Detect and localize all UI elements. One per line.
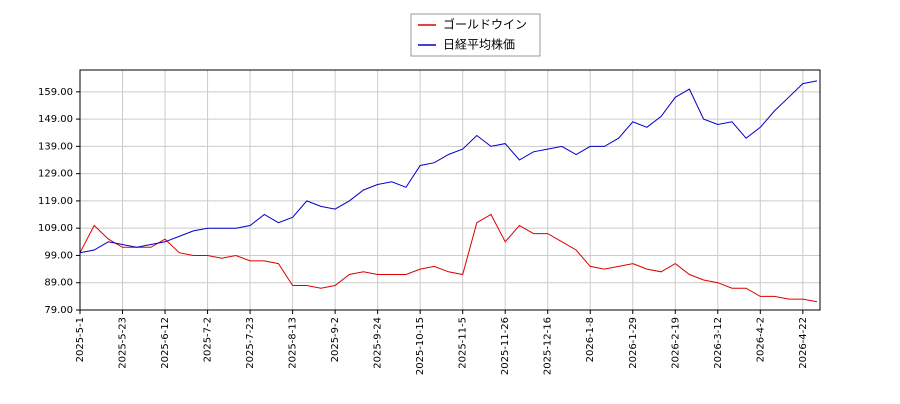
legend-box: [410, 13, 541, 57]
legend-label: ゴールドウイン: [443, 17, 527, 32]
plot-area: [79, 70, 820, 311]
x-tick-label: 2025-9-24: [373, 317, 384, 369]
x-tick-label: 2025-11-26: [500, 317, 511, 375]
y-tick-label: 139.00: [38, 141, 73, 152]
legend-label: 日経平均株価: [443, 37, 515, 52]
x-tick-label: 2026-1-8: [585, 317, 596, 362]
x-tick-label: 2025-7-2: [203, 317, 214, 362]
y-tick-label: 149.00: [38, 114, 73, 125]
x-tick-label: 2025-5-1: [75, 317, 86, 362]
x-tick-label: 2025-6-12: [160, 317, 171, 369]
x-tick-label: 2025-12-16: [543, 317, 554, 375]
x-tick-label: 2025-8-13: [288, 317, 299, 369]
y-tick-label: 89.00: [44, 278, 73, 289]
y-tick-label: 79.00: [44, 305, 73, 316]
y-tick-label: 159.00: [38, 87, 73, 98]
x-tick-label: 2025-10-15: [415, 317, 426, 375]
x-tick-label: 2026-3-12: [713, 317, 724, 369]
x-tick-label: 2026-1-29: [628, 317, 639, 369]
y-tick-label: 109.00: [38, 223, 73, 234]
x-tick-label: 2025-5-23: [118, 317, 129, 369]
x-tick-label: 2026-4-2: [755, 317, 766, 362]
y-tick-label: 129.00: [38, 169, 73, 180]
x-tick-label: 2025-9-2: [330, 317, 341, 362]
x-tick-label: 2026-2-19: [670, 317, 681, 369]
series-line: [79, 213, 818, 303]
y-tick-label: 119.00: [38, 196, 73, 207]
x-tick-label: 2026-4-22: [798, 317, 809, 369]
series-line: [79, 80, 818, 254]
x-tick-label: 2025-11-5: [458, 317, 469, 369]
y-tick-label: 99.00: [44, 250, 73, 261]
plot-frame: [79, 69, 821, 311]
x-tick-label: 2025-7-23: [245, 317, 256, 369]
